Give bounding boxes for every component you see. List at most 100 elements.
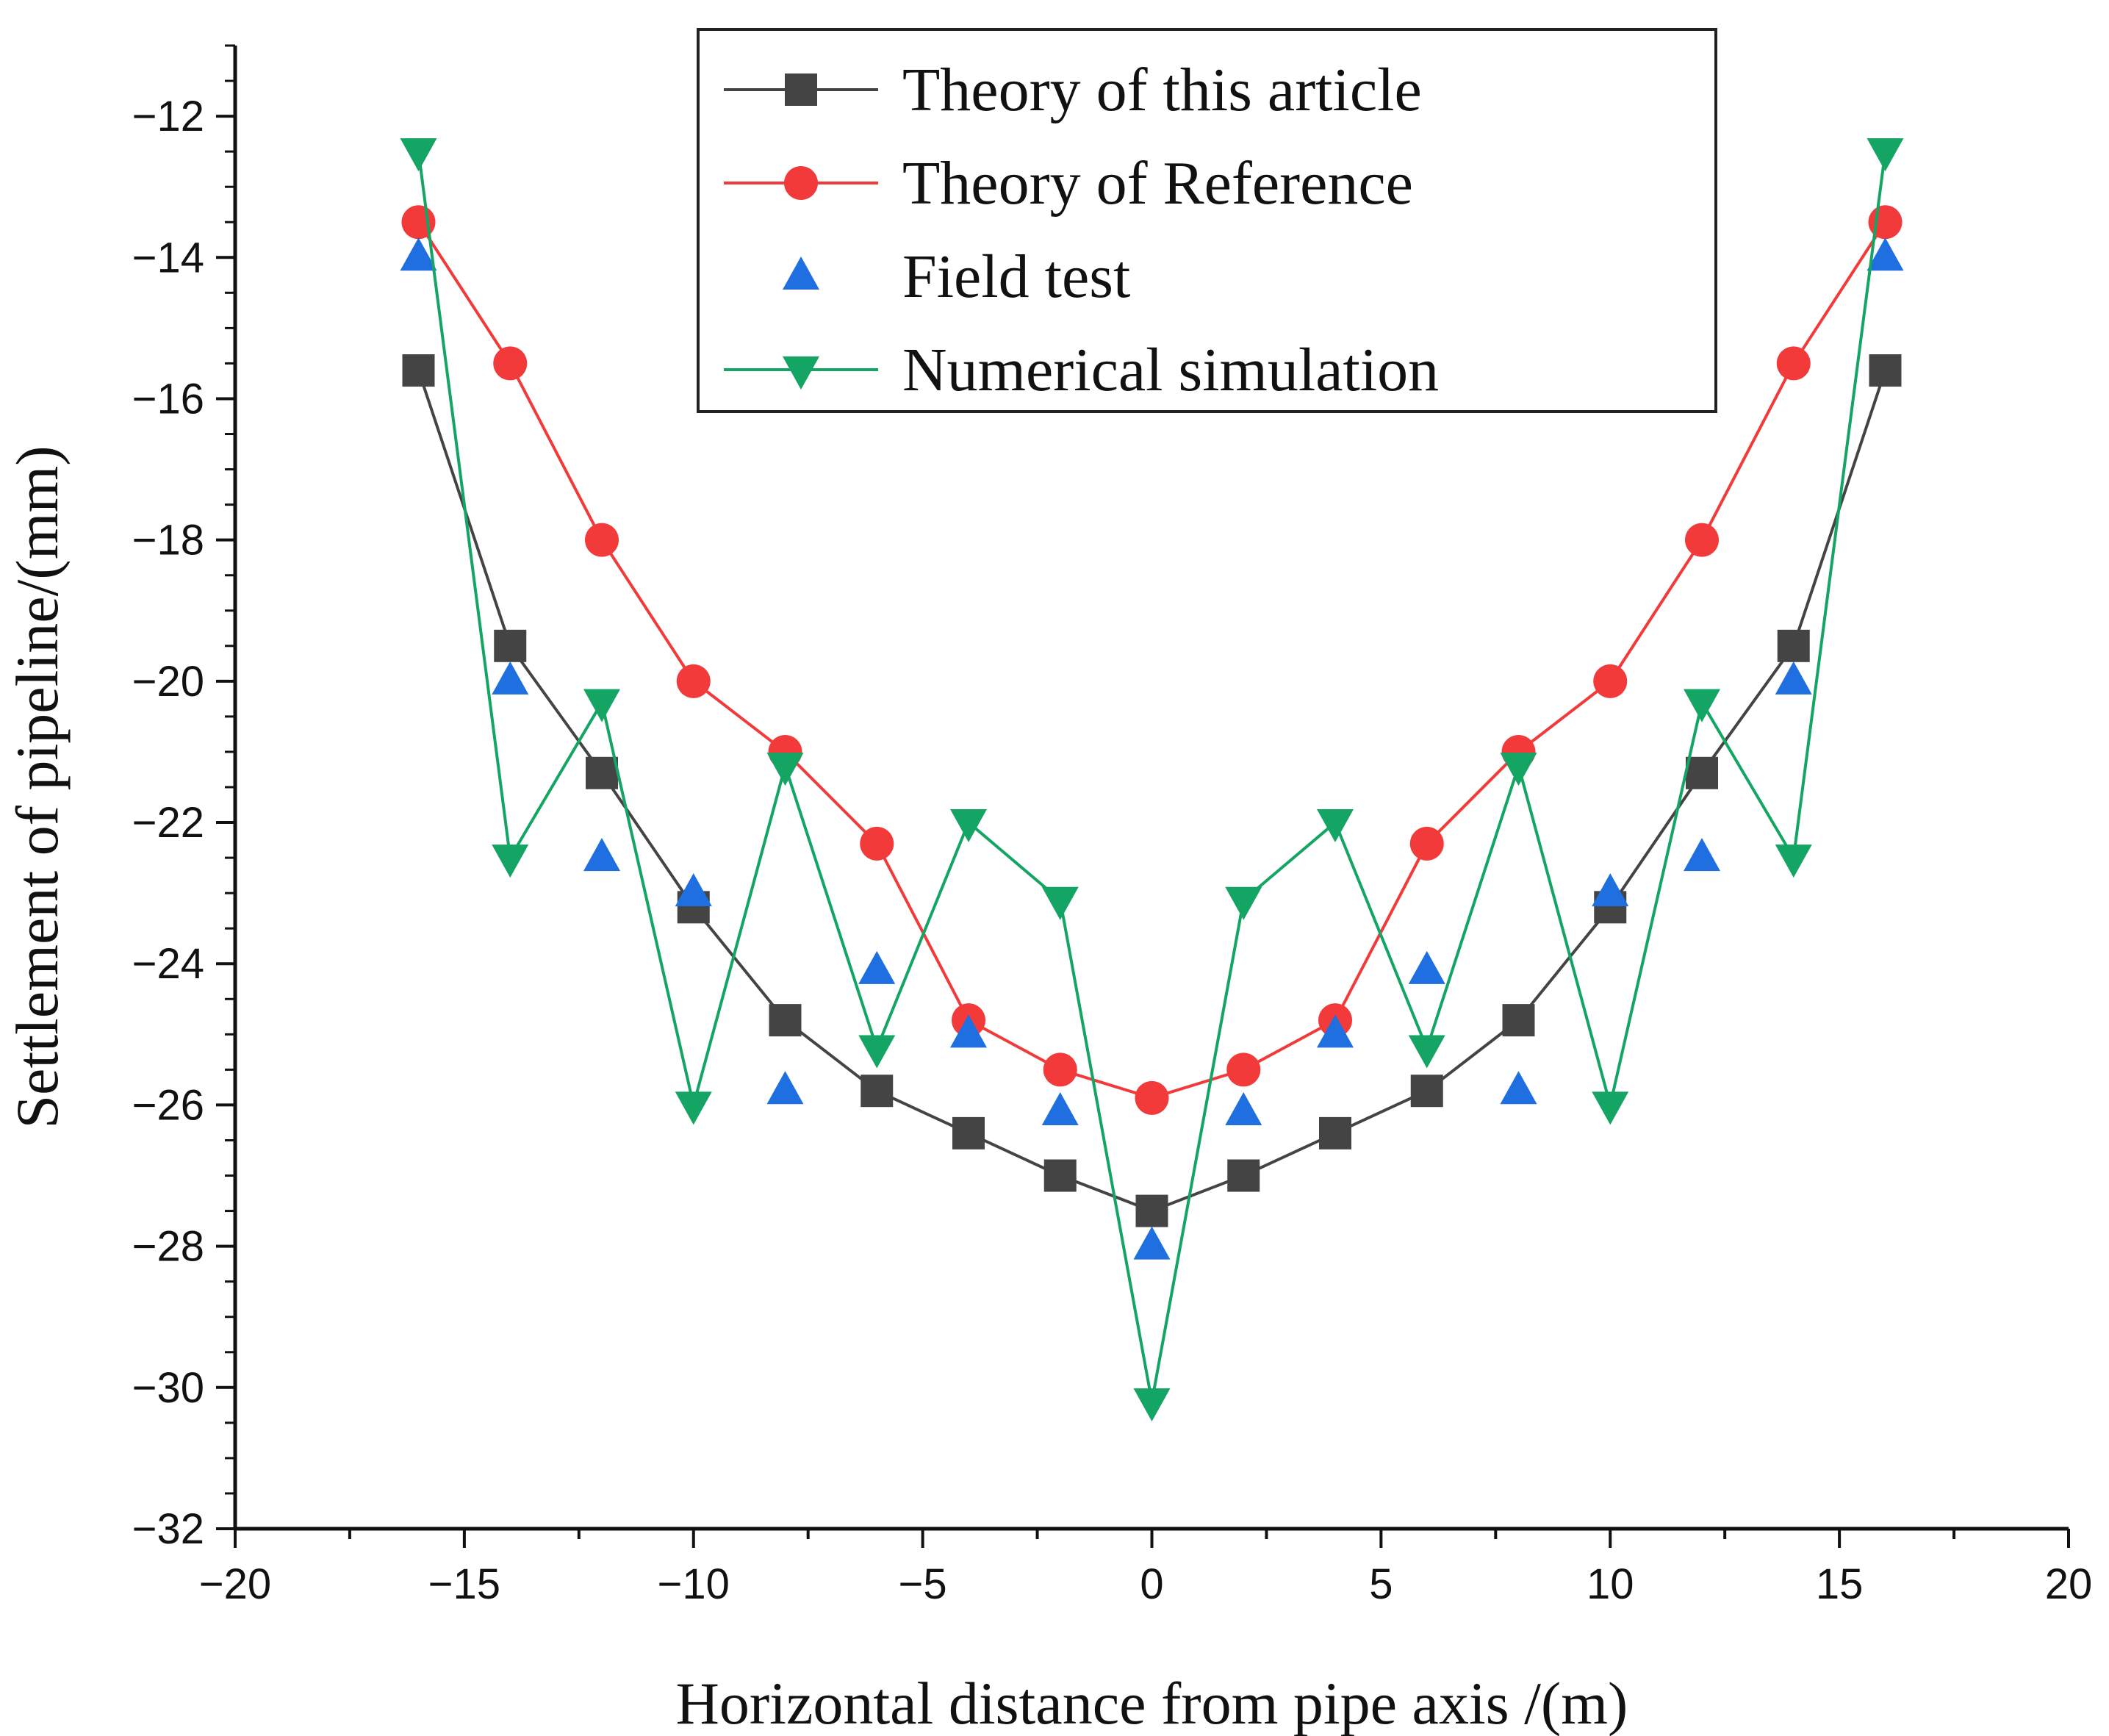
data-point (676, 664, 711, 698)
data-point (494, 629, 527, 662)
x-tick-label: 5 (1369, 1560, 1393, 1608)
legend-item: Theory of Reference (724, 149, 1413, 218)
data-point (1408, 950, 1445, 984)
data-point (400, 138, 437, 172)
data-point (1408, 1035, 1445, 1069)
data-point (675, 873, 712, 907)
data-point (1133, 1226, 1171, 1260)
y-tick-label: −22 (132, 799, 204, 847)
data-point (1686, 756, 1718, 789)
series-3 (400, 138, 1904, 1422)
data-point (1135, 1080, 1169, 1115)
x-tick-label: −5 (899, 1560, 947, 1608)
data-point (402, 354, 435, 387)
data-point (1500, 753, 1537, 786)
data-point (1685, 523, 1719, 557)
data-point (1133, 1388, 1171, 1422)
data-point (1043, 1159, 1077, 1192)
data-point (493, 346, 528, 381)
data-point (583, 838, 620, 872)
axes-layer: −20 −15 −10 −5 0 5 10 15 20 −32 −30 −28 −26 −24 −22 −20… (132, 44, 2093, 1608)
legend-label: Theory of this article (902, 56, 1422, 124)
data-point (769, 1004, 802, 1037)
data-point (675, 1091, 712, 1125)
data-point (1775, 844, 1812, 878)
data-point (1593, 664, 1628, 698)
x-tick-label: −15 (428, 1560, 500, 1608)
data-point (1775, 661, 1812, 695)
x-tick-label: 0 (1140, 1560, 1163, 1608)
y-tick-label: −28 (132, 1223, 204, 1271)
y-tick-label: −26 (132, 1081, 204, 1129)
y-tick-label: −14 (132, 234, 204, 281)
data-point (1317, 1014, 1354, 1048)
data-point (1041, 886, 1079, 920)
legend-label: Field test (902, 243, 1130, 311)
legend-item: Numerical simulation (724, 336, 1439, 404)
data-point (860, 826, 894, 861)
data-point (1776, 346, 1811, 381)
series-1 (401, 205, 1903, 1115)
legend-label: Numerical simulation (902, 336, 1439, 404)
x-axis-title: Horizontal distance from pipe axis /(m) (676, 1670, 1628, 1736)
data-point (492, 844, 529, 878)
legend-marker (783, 356, 819, 390)
x-tick-label: 20 (2045, 1560, 2093, 1608)
data-point (1592, 1091, 1629, 1125)
data-point (766, 753, 804, 786)
legend: Theory of this article Theory of Referenc… (697, 28, 1717, 413)
data-point (1777, 629, 1810, 662)
series-0 (402, 354, 1902, 1227)
legend-item: Theory of this article (724, 56, 1422, 124)
data-point (1684, 689, 1720, 722)
data-point (1502, 1004, 1535, 1037)
data-point (586, 756, 618, 789)
data-point (858, 950, 896, 984)
y-tick-label: −18 (132, 517, 204, 564)
legend-item: Field test (783, 243, 1130, 311)
y-tick-label: −32 (132, 1505, 204, 1553)
data-point (1225, 886, 1262, 920)
data-point (585, 523, 619, 557)
data-point (766, 1071, 804, 1105)
x-tick-label: −10 (658, 1560, 730, 1608)
data-point (1409, 826, 1444, 861)
data-point (1043, 1052, 1077, 1087)
y-tick-label: −24 (132, 940, 204, 988)
data-point (1135, 1194, 1168, 1227)
data-point (1226, 1052, 1261, 1087)
x-tick-label: 15 (1816, 1560, 1864, 1608)
y-tick-label: −20 (132, 658, 204, 706)
legend-marker (785, 73, 817, 106)
legend-marker (783, 257, 819, 290)
y-tick-label: −16 (132, 375, 204, 423)
data-point (1225, 1092, 1262, 1126)
x-tick-label: −20 (199, 1560, 271, 1608)
y-tick-label: −30 (132, 1364, 204, 1412)
data-point (950, 1014, 987, 1048)
data-point (1410, 1075, 1443, 1108)
data-point (1867, 138, 1904, 172)
data-point (1317, 809, 1354, 843)
legend-box (697, 28, 1717, 413)
x-tick-label: 10 (1587, 1560, 1634, 1608)
data-point (1592, 873, 1629, 907)
data-point (492, 661, 529, 695)
series-2 (400, 237, 1904, 1260)
legend-marker (784, 166, 818, 200)
data-point (1041, 1092, 1079, 1126)
data-point (950, 809, 987, 843)
data-point (1869, 354, 1902, 387)
y-tick-label: −12 (132, 93, 204, 140)
data-point (1319, 1116, 1351, 1149)
data-point (858, 1035, 896, 1069)
data-point (1684, 838, 1720, 872)
data-point (583, 689, 620, 722)
series-layer (400, 138, 1904, 1422)
data-point (1500, 1071, 1537, 1105)
data-point (1227, 1159, 1260, 1192)
data-point (952, 1116, 985, 1149)
data-point (861, 1075, 894, 1108)
data-point (1867, 237, 1904, 271)
